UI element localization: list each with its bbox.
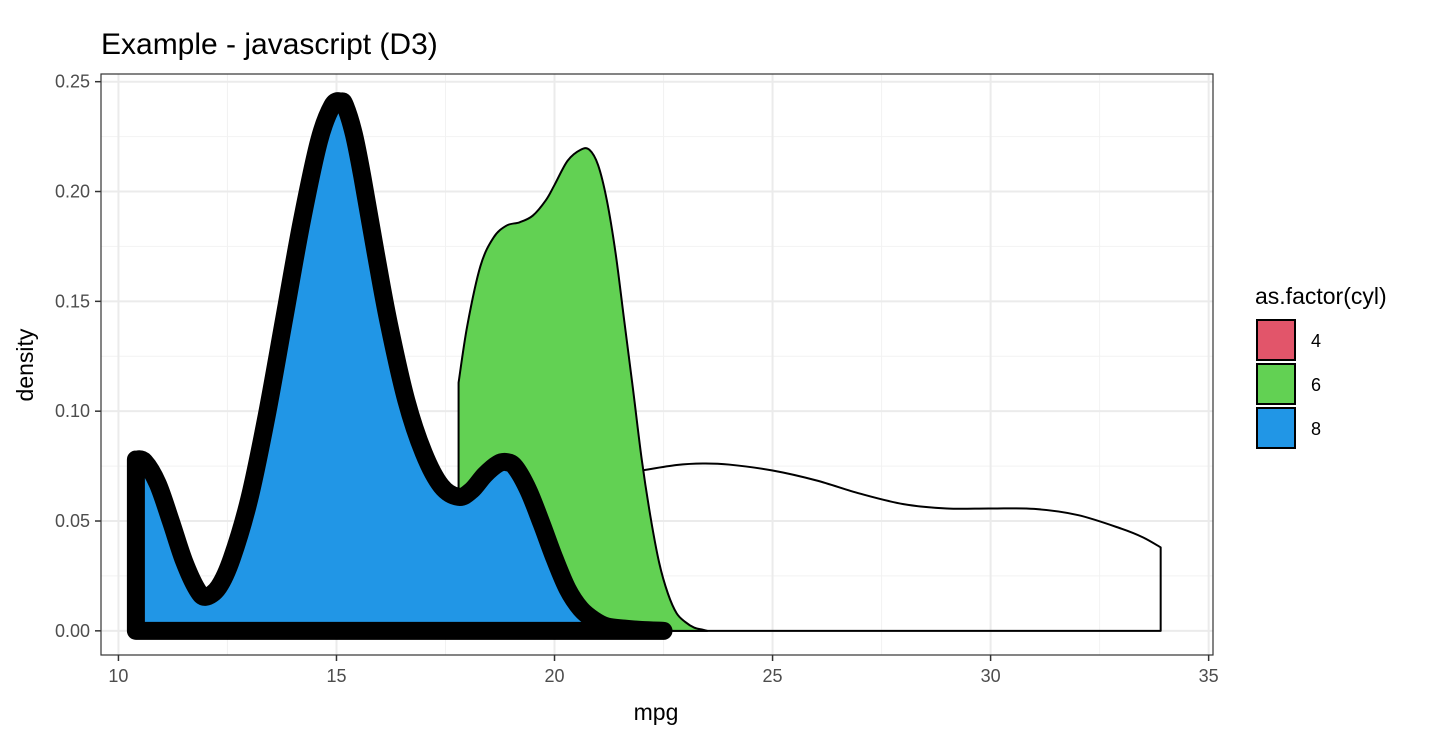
y-tick-label: 0.25 [55,72,90,92]
x-tick-label: 20 [545,666,565,686]
x-tick-label: 10 [108,666,128,686]
y-axis-title: density [12,328,38,401]
y-axis: 0.00 0.05 0.10 0.15 0.20 0.25 [55,72,101,641]
y-tick-label: 0.05 [55,511,90,531]
panel-border [100,73,1214,656]
legend-label-cyl-4: 4 [1311,331,1321,351]
legend-key-cyl-4 [1256,319,1296,361]
x-tick-label: 25 [763,666,783,686]
legend-key-cyl-6 [1256,363,1296,405]
density-area-cyl-4 [614,462,1162,632]
density-area-cyl-8 [126,92,673,640]
x-axis-title: mpg [634,699,679,725]
y-tick-label: 0.15 [55,291,90,311]
legend-label-cyl-6: 6 [1311,375,1321,395]
x-tick-label: 35 [1199,666,1219,686]
x-axis: 10 15 20 25 30 35 [108,655,1219,686]
legend-title: as.factor(cyl) [1255,283,1387,309]
legend-label-cyl-8: 8 [1311,419,1321,439]
chart-title: Example - javascript (D3) [101,28,438,61]
legend-key-cyl-8 [1256,407,1296,449]
x-tick-label: 30 [981,666,1001,686]
legend: as.factor(cyl) 4 6 8 [1255,283,1387,449]
density-series-group [126,92,1162,640]
y-tick-label: 0.10 [55,401,90,421]
x-tick-label: 15 [326,666,346,686]
y-tick-label: 0.00 [55,621,90,641]
y-tick-label: 0.20 [55,182,90,202]
plot-panel [100,73,1214,656]
